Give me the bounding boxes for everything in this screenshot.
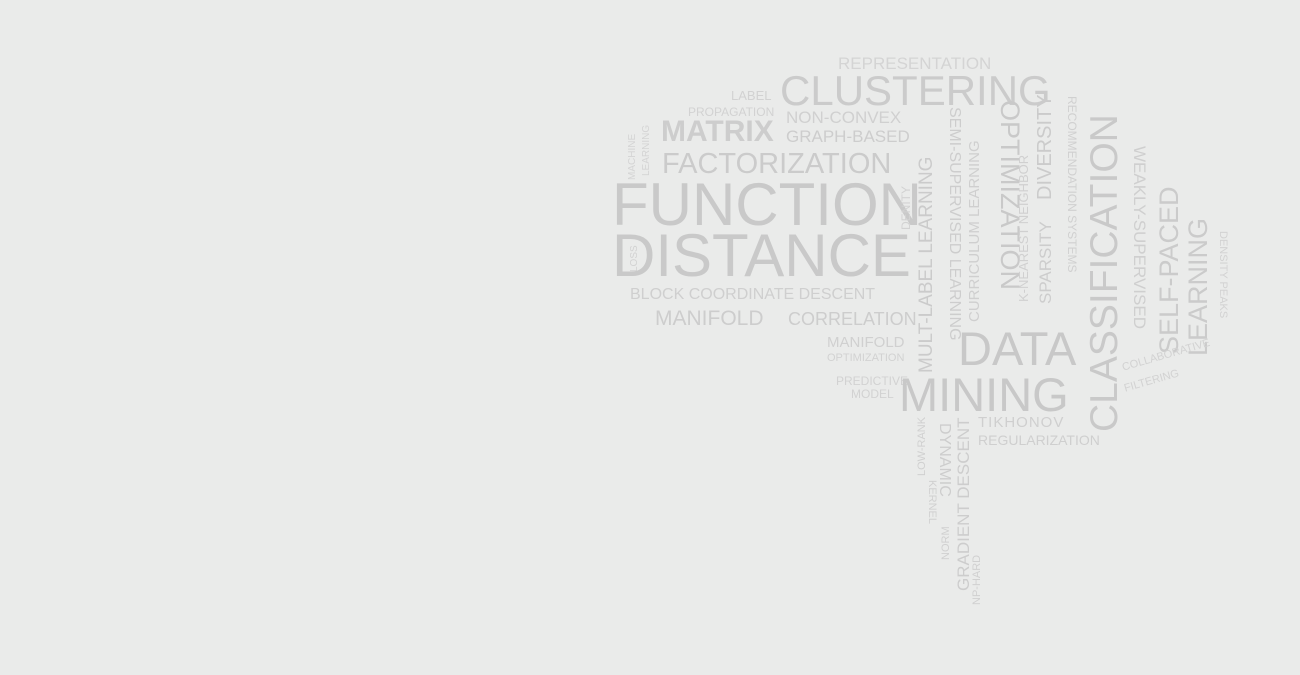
word-block-coordinate-descent: BLOCK COORDINATE DESCENT bbox=[630, 286, 876, 303]
word-manifold-small: MANIFOLD bbox=[827, 334, 905, 351]
word-diversity: DIVERSITY bbox=[1034, 94, 1056, 200]
word-recommendation-systems: RECOMMENDATION SYSTEMS bbox=[1065, 96, 1079, 273]
word-semi-supervised-learning: SEMI-SUPERVISED LEARNING bbox=[946, 107, 963, 341]
word-graph-based: GRAPH-BASED bbox=[786, 127, 910, 146]
word-optimization-small: OPTIMIZATION bbox=[827, 352, 905, 364]
word-curriculum-learning: CURRICULUM LEARNING bbox=[966, 140, 983, 322]
word-matrix: MATRIX bbox=[661, 115, 774, 148]
word-learning: DISTANCE bbox=[612, 222, 911, 289]
word-denity: DENITY bbox=[899, 185, 913, 230]
word-self-paced: SELF-PACED bbox=[1154, 186, 1184, 354]
word-label: LABEL bbox=[731, 88, 772, 103]
word-data: DATA bbox=[958, 322, 1077, 375]
word-weakly-supervised: WEAKLY-SUPERVISED bbox=[1130, 146, 1149, 329]
word-gradient-descent: GRADIENT DESCENT bbox=[954, 417, 973, 592]
word-regularization: REGULARIZATION bbox=[978, 432, 1100, 448]
word-norm: NORM bbox=[940, 526, 952, 560]
word-correlation: CORRELATION bbox=[788, 309, 917, 329]
word-model: MODEL bbox=[851, 387, 894, 401]
word-mult-label-learning: MULT-LABEL LEARNING bbox=[916, 156, 937, 373]
word-tikhonov: TIKHONOV bbox=[978, 414, 1065, 431]
word-representation: REPRESENTATION bbox=[838, 54, 992, 73]
word-low-rank: LOW-RANK bbox=[916, 416, 928, 476]
word-classification: CLASSIFICATION bbox=[1083, 114, 1126, 432]
word-density-peaks: DENSITY PEAKS bbox=[1217, 231, 1229, 319]
word-np-hard: NP-HARD bbox=[971, 554, 983, 605]
word-function: LEARNING bbox=[641, 124, 652, 176]
word-learning-right: LEARNING bbox=[1183, 217, 1213, 356]
word-clustering: CLUSTERING bbox=[780, 67, 1051, 114]
word-sparsity: SPARSITY bbox=[1036, 221, 1055, 304]
word-dynamic: DYNAMIC bbox=[936, 423, 953, 497]
word-predictive: PREDICTIVE bbox=[836, 374, 909, 388]
word-manifold: MANIFOLD bbox=[655, 307, 764, 330]
word-propagation: PROPAGATION bbox=[688, 105, 775, 119]
word-non-convex: NON-CONVEX bbox=[786, 108, 902, 127]
word-machine: FUNCTION bbox=[612, 171, 922, 238]
word-factorization: FACTORIZATION bbox=[662, 148, 892, 180]
word-filtering: FILTERING bbox=[1122, 367, 1181, 395]
word-mining: MINING bbox=[899, 368, 1069, 421]
word-k-nearest-neighbor: K-NEAREST NEIGHBOR bbox=[1016, 154, 1031, 302]
